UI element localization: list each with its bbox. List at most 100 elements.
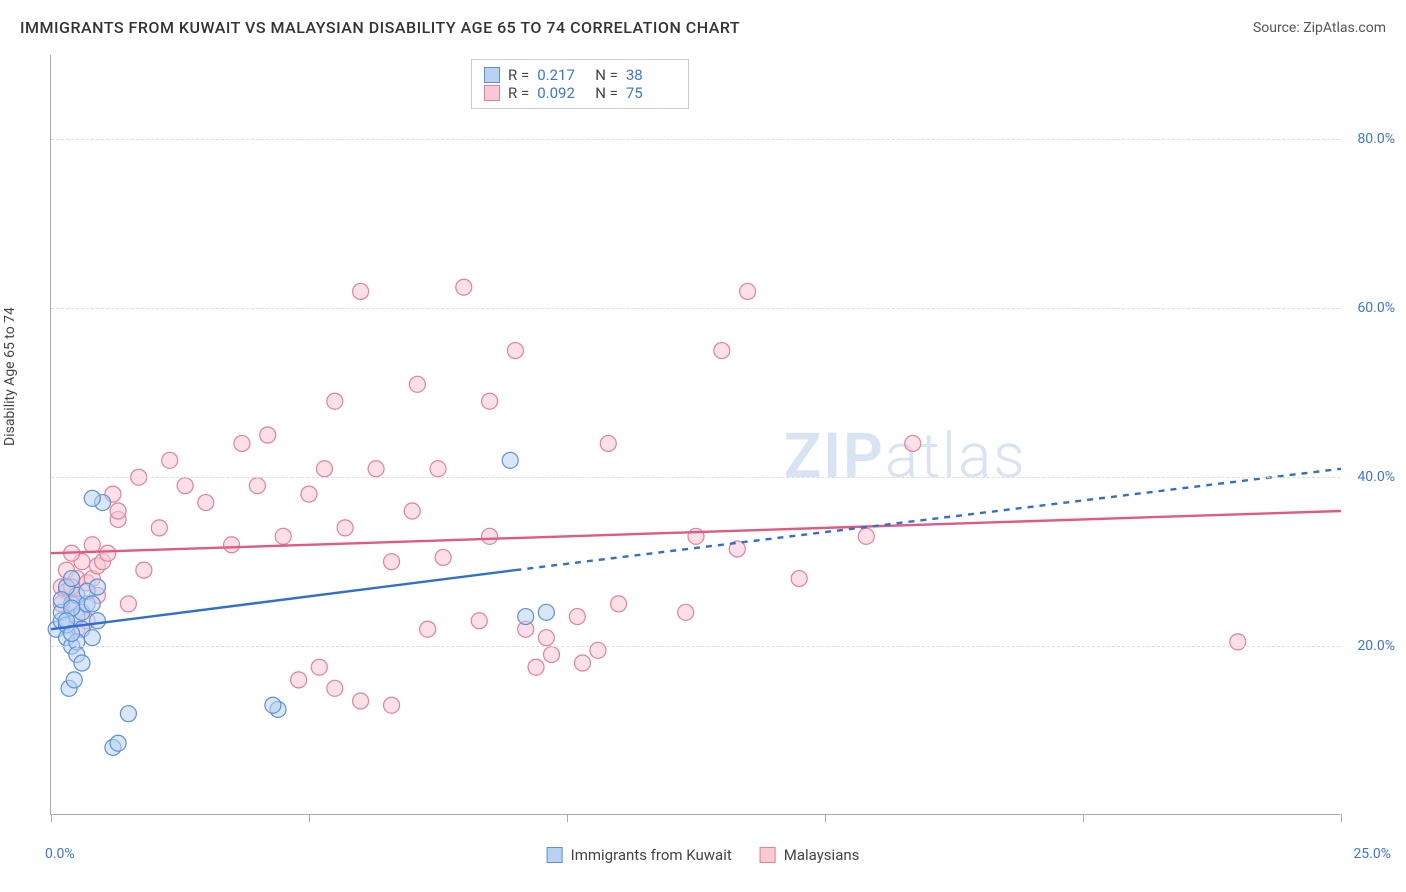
point-malaysians — [482, 528, 498, 544]
stats-row: R = 0.092 N = 75 — [484, 84, 676, 102]
point-malaysians — [275, 528, 291, 544]
legend-swatch — [760, 847, 776, 863]
point-kuwait — [64, 571, 80, 587]
point-malaysians — [740, 283, 756, 299]
point-kuwait — [84, 630, 100, 646]
point-malaysians — [507, 343, 523, 359]
point-malaysians — [611, 596, 627, 612]
point-malaysians — [120, 596, 136, 612]
point-malaysians — [544, 647, 560, 663]
point-malaysians — [234, 435, 250, 451]
point-malaysians — [600, 435, 616, 451]
point-malaysians — [569, 609, 585, 625]
point-kuwait — [110, 735, 126, 751]
y-axis-title: Disability Age 65 to 74 — [2, 307, 18, 446]
stat-r-value: 0.092 — [537, 84, 587, 102]
point-malaysians — [368, 461, 384, 477]
gridline — [51, 139, 1340, 140]
stat-n-value: 38 — [626, 66, 676, 84]
legend-label: Immigrants from Kuwait — [571, 846, 732, 864]
stat-r-label: R = — [508, 84, 529, 102]
gridline — [51, 308, 1340, 309]
y-tick-label: 20.0% — [1357, 638, 1395, 654]
point-malaysians — [198, 495, 214, 511]
point-kuwait — [89, 579, 105, 595]
x-axis-max-label: 25.0% — [1353, 846, 1391, 862]
point-malaysians — [528, 659, 544, 675]
legend-swatch — [484, 67, 500, 83]
point-malaysians — [590, 642, 606, 658]
watermark: ZIPatlas — [784, 420, 1027, 493]
stat-r-value: 0.217 — [537, 66, 587, 84]
stat-n-label: N = — [595, 84, 618, 102]
y-tick-label: 60.0% — [1357, 300, 1395, 316]
source-label: Source: ZipAtlas.com — [1253, 20, 1386, 36]
x-tick — [309, 814, 310, 822]
point-malaysians — [435, 549, 451, 565]
point-malaysians — [136, 562, 152, 578]
chart-title: IMMIGRANTS FROM KUWAIT VS MALAYSIAN DISA… — [20, 18, 740, 37]
y-tick-label: 80.0% — [1357, 131, 1395, 147]
point-malaysians — [224, 537, 240, 553]
point-kuwait — [89, 613, 105, 629]
gridline — [51, 477, 1340, 478]
point-kuwait — [66, 672, 82, 688]
x-axis-min-label: 0.0% — [45, 846, 75, 862]
point-malaysians — [384, 554, 400, 570]
x-tick — [825, 814, 826, 822]
stats-legend: R = 0.217 N = 38 R = 0.092 N = 75 — [471, 59, 689, 109]
point-malaysians — [905, 435, 921, 451]
point-malaysians — [791, 571, 807, 587]
x-tick — [1341, 814, 1342, 822]
point-malaysians — [538, 630, 554, 646]
point-malaysians — [409, 376, 425, 392]
point-kuwait — [265, 697, 281, 713]
point-kuwait — [502, 452, 518, 468]
legend-swatch — [547, 847, 563, 863]
point-malaysians — [162, 452, 178, 468]
legend-item: Malaysians — [760, 846, 860, 864]
point-malaysians — [714, 343, 730, 359]
stat-r-label: R = — [508, 66, 529, 84]
point-malaysians — [858, 528, 874, 544]
point-malaysians — [100, 545, 116, 561]
point-malaysians — [337, 520, 353, 536]
point-kuwait — [84, 596, 100, 612]
point-malaysians — [456, 279, 472, 295]
point-kuwait — [518, 609, 534, 625]
point-malaysians — [311, 659, 327, 675]
point-malaysians — [301, 486, 317, 502]
point-malaysians — [84, 537, 100, 553]
plot-area: ZIPatlas 20.0%40.0%60.0%80.0%R =0.217N =… — [50, 55, 1340, 815]
stats-row: R = 0.217 N = 38 — [484, 66, 676, 84]
trendline — [51, 570, 515, 629]
y-tick-label: 40.0% — [1357, 469, 1395, 485]
legend-item: Immigrants from Kuwait — [547, 846, 732, 864]
stat-n-label: N = — [595, 66, 618, 84]
point-malaysians — [260, 427, 276, 443]
point-malaysians — [384, 697, 400, 713]
point-malaysians — [177, 478, 193, 494]
point-malaysians — [482, 393, 498, 409]
point-malaysians — [327, 393, 343, 409]
stat-n-value: 75 — [626, 84, 676, 102]
point-malaysians — [574, 655, 590, 671]
x-tick — [567, 814, 568, 822]
point-kuwait — [84, 490, 100, 506]
point-malaysians — [353, 693, 369, 709]
scatter-plot: ZIPatlas — [51, 55, 1340, 814]
point-malaysians — [151, 520, 167, 536]
point-malaysians — [404, 503, 420, 519]
point-malaysians — [1230, 634, 1246, 650]
x-tick — [51, 814, 52, 822]
point-malaysians — [678, 604, 694, 620]
x-tick — [1083, 814, 1084, 822]
bottom-legend: Immigrants from Kuwait Malaysians — [547, 846, 860, 864]
point-malaysians — [316, 461, 332, 477]
point-malaysians — [327, 680, 343, 696]
point-kuwait — [74, 655, 90, 671]
point-malaysians — [291, 672, 307, 688]
point-malaysians — [420, 621, 436, 637]
gridline — [51, 646, 1340, 647]
point-malaysians — [353, 283, 369, 299]
